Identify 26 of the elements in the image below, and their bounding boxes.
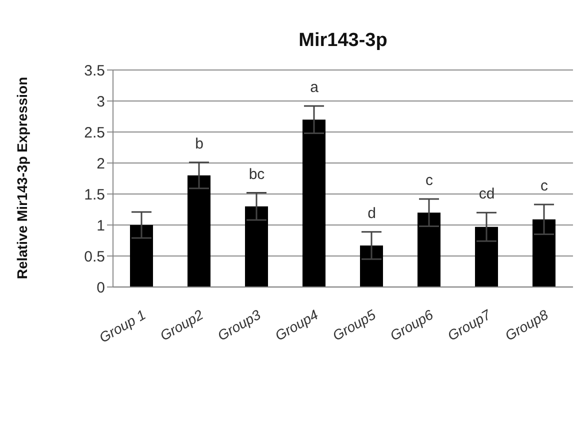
y-tick-label: 3 — [96, 93, 105, 110]
y-tick-label: 2.5 — [84, 124, 105, 142]
annotation: cd — [478, 186, 495, 203]
y-tick-label: 1.5 — [84, 186, 105, 204]
y-tick-label: 0 — [96, 279, 105, 296]
y-axis-title: Relative Mir143-3p Expression — [14, 76, 30, 280]
bar — [360, 245, 383, 287]
bar — [130, 225, 153, 287]
bar — [532, 219, 556, 287]
bar — [302, 120, 326, 287]
annotation: c — [540, 178, 548, 195]
y-tick-label: 1 — [96, 217, 105, 234]
y-tick-label: 3.5 — [84, 62, 105, 80]
bar — [188, 175, 210, 287]
bar — [475, 226, 498, 287]
bar — [418, 212, 440, 287]
x-tick-label: Group 1 — [96, 306, 148, 346]
annotation: d — [368, 204, 376, 222]
annotation: c — [426, 172, 434, 189]
chart-title: Mir143-3p — [298, 30, 388, 52]
annotation: a — [310, 78, 320, 96]
y-tick-label: 2 — [96, 155, 105, 172]
y-tick-label: 0.5 — [84, 248, 105, 266]
annotation: b — [195, 135, 204, 152]
bar — [245, 206, 268, 287]
annotation: bc — [248, 166, 266, 183]
